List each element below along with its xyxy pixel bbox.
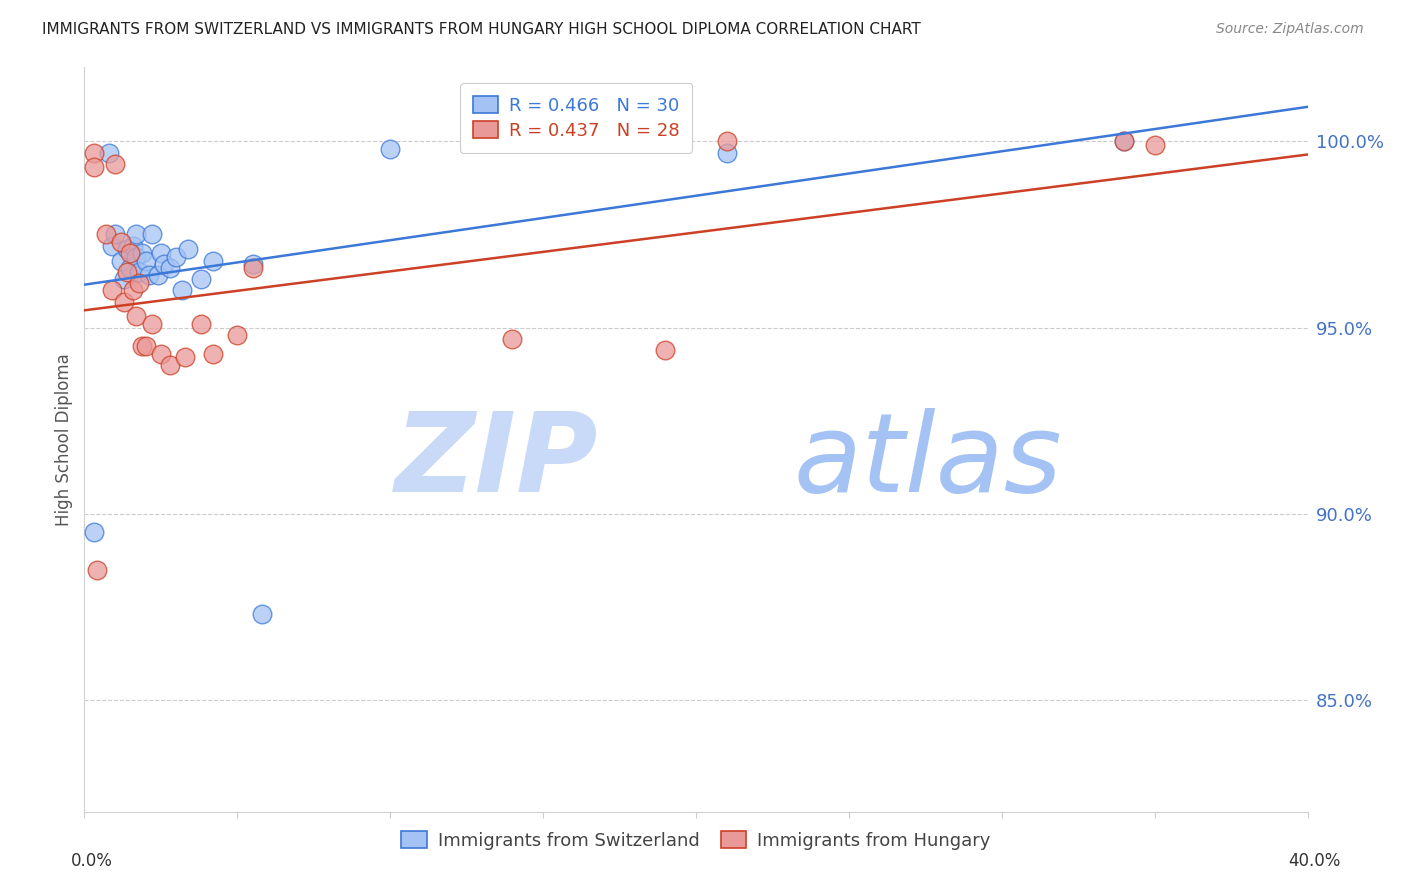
Point [135,253,157,268]
Point [141,317,163,331]
Point [97,145,120,160]
Point [101,238,124,252]
Point [1114,135,1136,149]
Point [120,260,142,275]
Point [149,246,172,260]
Y-axis label: High School Diploma: High School Diploma [55,353,73,525]
Point [120,246,142,260]
Point [115,265,138,279]
Text: 40.0%: 40.0% [1288,852,1341,870]
Point [104,227,127,242]
Text: Source: ZipAtlas.com: Source: ZipAtlas.com [1216,22,1364,37]
Point [174,351,197,365]
Point [165,250,187,264]
Point [83,145,105,160]
Point [172,284,194,298]
Point [86,563,108,577]
Point [128,276,150,290]
Point [112,294,135,309]
Point [125,250,148,264]
Legend: Immigrants from Switzerland, Immigrants from Hungary: Immigrants from Switzerland, Immigrants … [392,822,1000,859]
Text: ZIP: ZIP [395,409,598,516]
Point [112,272,135,286]
Point [83,525,105,540]
Point [716,135,738,149]
Point [201,253,224,268]
Point [242,257,264,271]
Text: atlas: atlas [794,409,1063,516]
Point [380,142,402,156]
Point [94,227,117,242]
Point [122,284,145,298]
Point [153,257,176,271]
Point [138,268,160,283]
Point [110,253,132,268]
Text: IMMIGRANTS FROM SWITZERLAND VS IMMIGRANTS FROM HUNGARY HIGH SCHOOL DIPLOMA CORRE: IMMIGRANTS FROM SWITZERLAND VS IMMIGRANT… [42,22,921,37]
Point [131,339,153,353]
Point [502,332,524,346]
Point [201,346,224,360]
Text: 0.0%: 0.0% [70,852,112,870]
Point [83,161,105,175]
Point [716,145,738,160]
Point [226,328,249,343]
Point [159,358,181,372]
Point [242,260,264,275]
Point [128,265,150,279]
Point [159,260,181,275]
Point [1114,135,1136,149]
Point [122,238,145,252]
Point [177,243,200,257]
Point [125,310,148,324]
Point [135,339,157,353]
Point [110,235,132,249]
Point [654,343,676,357]
Point [125,227,148,242]
Point [115,243,138,257]
Point [141,227,163,242]
Point [146,268,169,283]
Point [104,157,127,171]
Point [101,284,124,298]
Point [149,346,172,360]
Point [190,272,212,286]
Point [1143,138,1166,153]
Point [190,317,212,331]
Point [131,246,153,260]
Point [250,607,273,622]
